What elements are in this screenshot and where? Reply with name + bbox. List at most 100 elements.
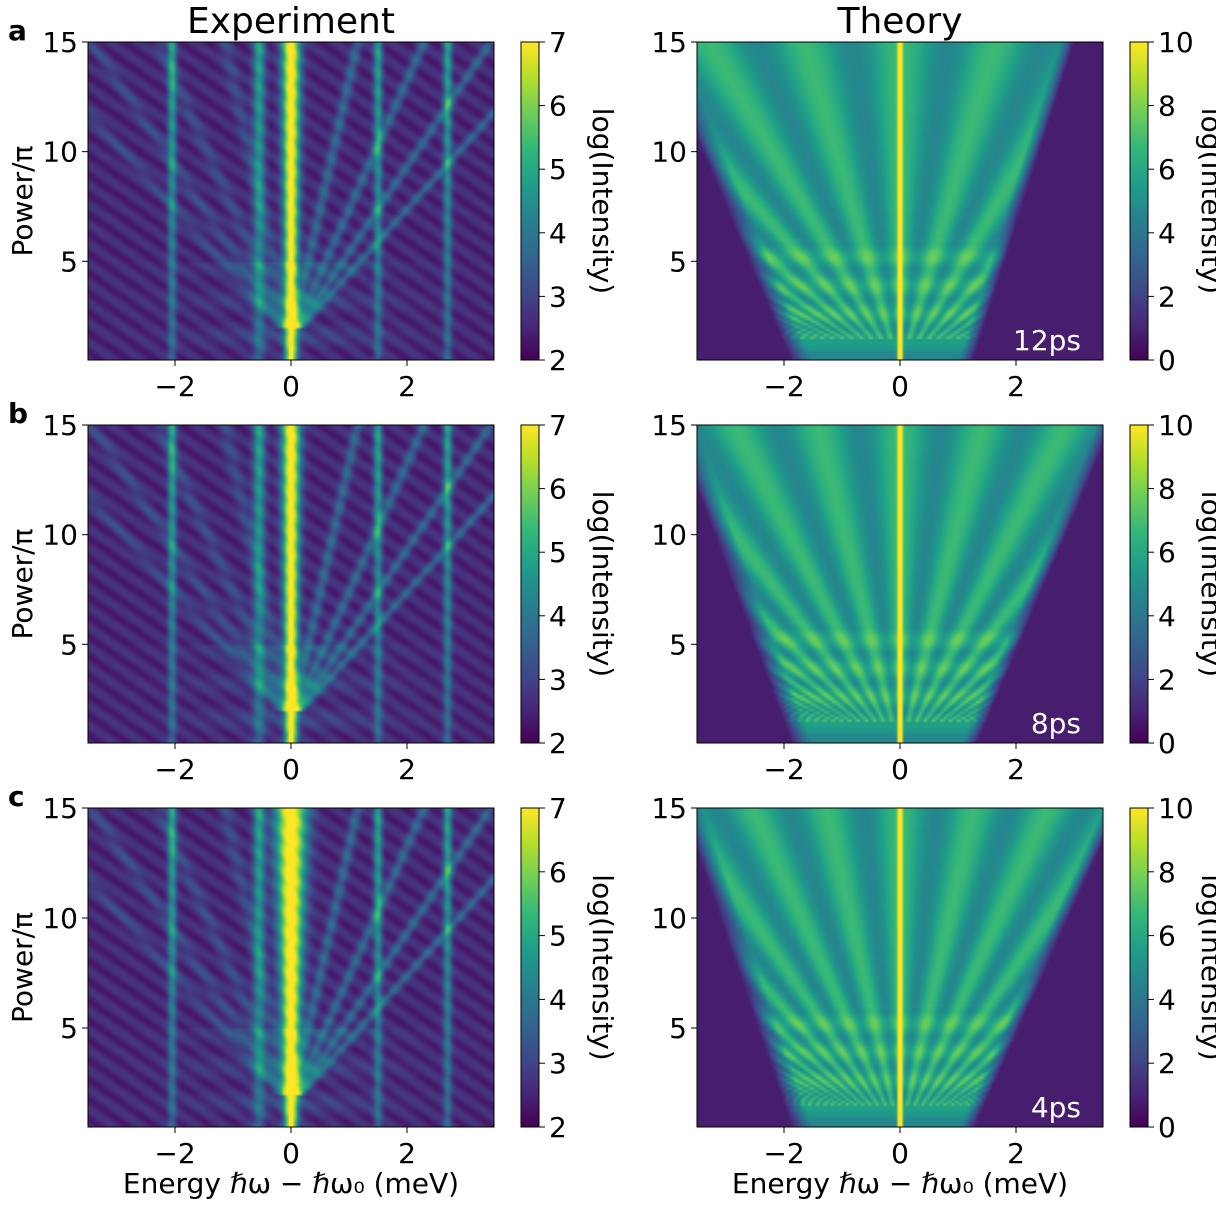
panel-a-experiment-ytick-label: 15 [42, 26, 78, 59]
panel-c-experiment-ytick-label: 5 [60, 1012, 78, 1045]
panel-c-experiment-colorbar-tick-label: 7 [549, 792, 567, 825]
panel-c-theory-colorbar-tick-label: 10 [1158, 792, 1194, 825]
panel-c-experiment-colorbar-tick-label: 5 [549, 920, 567, 953]
panel-c-theory-colorbar-tick-label: 2 [1158, 1047, 1176, 1080]
panel-c-experiment-xtick-label: −2 [154, 1137, 195, 1170]
panel-a-theory-colorbar-label: log(Intensity) [1195, 108, 1216, 294]
panel-c-experiment-xlabel: Energy ℏω − ℏω₀ (meV) [123, 1167, 459, 1200]
panel-c-experiment-colorbar-tick-label: 4 [549, 983, 567, 1016]
panel-a-theory-colorbar: 0 2 4 6 8 10 log(Intensity) [1129, 26, 1216, 377]
panel-b-experiment-colorbar-tick-label: 6 [549, 473, 567, 506]
panel-a-experiment-ytick-label: 10 [42, 136, 78, 169]
panel-a-theory-colorbar-tick-label: 8 [1158, 90, 1176, 123]
panel-c-experiment: −2 0 2 5 10 15 Power/π Energy ℏω − ℏω₀ (meV) 2 3 4… [6, 792, 619, 1200]
panel-a-experiment-colorbar-bar [520, 41, 540, 361]
panel-c-experiment-colorbar-tick-label: 2 [549, 1111, 567, 1144]
panel-c-experiment-colorbar-label: log(Intensity) [586, 874, 619, 1060]
panel-a-theory-ytick-label: 15 [651, 26, 687, 59]
panel-b-experiment-ytick-label: 15 [42, 409, 78, 442]
panel-b-experiment-colorbar-tick-label: 4 [549, 600, 567, 633]
panel-c-theory-xtick-label: −2 [763, 1137, 804, 1170]
panel-b-theory-xtick-label: 2 [1007, 753, 1025, 786]
panel-c-theory-colorbar: 0 2 4 6 8 10 log(Intensity) [1129, 792, 1216, 1144]
panel-a-experiment-colorbar: 2 3 4 5 6 7 log(Intensity) [520, 26, 619, 377]
panel-c-experiment-ylabel: Power/π [6, 912, 39, 1023]
panel-c-experiment-colorbar-tick-label: 6 [549, 856, 567, 889]
panel-c-theory-colorbar-tick-label: 6 [1158, 920, 1176, 953]
panel-b-experiment-xtick-label: 2 [398, 753, 416, 786]
panel-b-theory: −2 0 2 5 10 15 8ps 0 2 4 6 8 10 log(Intensity) [651, 409, 1216, 786]
panel-letter-c: c [8, 780, 25, 813]
panel-a-theory-colorbar-tick-label: 10 [1158, 26, 1194, 59]
panel-c-theory-colorbar-tick-label: 0 [1158, 1111, 1176, 1144]
panel-b-experiment-ylabel: Power/π [6, 528, 39, 639]
panel-b-experiment-colorbar: 2 3 4 5 6 7 log(Intensity) [520, 409, 619, 760]
panel-c-experiment-colorbar: 2 3 4 5 6 7 log(Intensity) [520, 792, 619, 1144]
panel-b-theory-xtick-label: −2 [763, 753, 804, 786]
panel-b-theory-colorbar-label: log(Intensity) [1195, 491, 1216, 677]
panel-b-theory-colorbar-tick-label: 4 [1158, 600, 1176, 633]
panel-b-experiment-colorbar-tick-label: 2 [549, 727, 567, 760]
panel-b-theory-colorbar-tick-label: 6 [1158, 536, 1176, 569]
panel-c-theory-colorbar-bar [1129, 807, 1149, 1128]
panel-c-theory-xlabel: Energy ℏω − ℏω₀ (meV) [732, 1167, 1068, 1200]
column-title-theory: Theory [836, 1, 962, 42]
panel-c-experiment-ytick-label: 10 [42, 902, 78, 935]
panel-c-experiment-heatmap [88, 808, 494, 1127]
panel-b-theory-heatmap [697, 425, 1103, 743]
panel-b-experiment-colorbar-bar [520, 424, 540, 744]
panel-a-experiment-xtick-label: −2 [154, 370, 195, 403]
panel-a-theory-heatmap [697, 42, 1103, 360]
panel-b-experiment-heatmap [88, 425, 494, 743]
panel-b-experiment-colorbar-label: log(Intensity) [586, 491, 619, 677]
panel-a-theory-ytick-label: 5 [669, 245, 687, 278]
panel-c-experiment-colorbar-tick-label: 3 [549, 1047, 567, 1080]
panel-a-theory-colorbar-tick-label: 6 [1158, 153, 1176, 186]
panel-b-theory-colorbar-bar [1129, 424, 1149, 744]
panel-a-experiment-colorbar-tick-label: 5 [549, 153, 567, 186]
panel-b-experiment-colorbar-tick-label: 5 [549, 536, 567, 569]
panel-a-experiment-colorbar-tick-label: 4 [549, 217, 567, 250]
panel-a-experiment-colorbar-label: log(Intensity) [586, 108, 619, 294]
panel-b-theory-colorbar-tick-label: 0 [1158, 727, 1176, 760]
panel-a-theory-colorbar-tick-label: 0 [1158, 344, 1176, 377]
panel-c-experiment-colorbar-bar [520, 807, 540, 1128]
panel-a-experiment-xtick-label: 0 [282, 370, 300, 403]
panel-c-theory-duration-label: 4ps [1031, 1091, 1081, 1124]
panel-a-theory-colorbar-tick-label: 4 [1158, 217, 1176, 250]
panel-a-theory-duration-label: 12ps [1013, 324, 1081, 357]
panel-c-theory-xtick-label: 0 [891, 1137, 909, 1170]
panel-a-theory-colorbar-tick-label: 2 [1158, 280, 1176, 313]
panel-c-experiment-ytick-label: 15 [42, 792, 78, 825]
panel-a-experiment-colorbar-tick-label: 3 [549, 280, 567, 313]
panel-a-theory-xtick-label: 0 [891, 370, 909, 403]
panel-a-experiment-colorbar-tick-label: 2 [549, 344, 567, 377]
panel-letter-b: b [8, 397, 28, 430]
panel-b-theory-duration-label: 8ps [1031, 707, 1081, 740]
panel-a-experiment-heatmap [88, 42, 494, 360]
panel-b-experiment-ytick-label: 5 [60, 628, 78, 661]
panel-a-experiment-colorbar-tick-label: 6 [549, 90, 567, 123]
panel-b-theory-ytick-label: 10 [651, 519, 687, 552]
panel-a-experiment: −2 0 2 5 10 15 Power/π 2 3 4 5 6 7 log(Intensity) [6, 26, 619, 403]
panel-c-theory-ytick-label: 10 [651, 902, 687, 935]
panel-a-theory-colorbar-bar [1129, 41, 1149, 361]
panel-c-theory-heatmap [697, 808, 1103, 1127]
panel-b-theory-colorbar-tick-label: 8 [1158, 473, 1176, 506]
panel-a-experiment-ylabel: Power/π [6, 145, 39, 256]
panel-c-experiment-xtick-label: 0 [282, 1137, 300, 1170]
panel-b-theory-ytick-label: 5 [669, 628, 687, 661]
panel-a-theory-xtick-label: −2 [763, 370, 804, 403]
panel-b-experiment: −2 0 2 5 10 15 Power/π 2 3 4 5 6 7 log(Intensity) [6, 409, 619, 786]
panel-c-theory-colorbar-tick-label: 8 [1158, 856, 1176, 889]
panel-c-theory-xtick-label: 2 [1007, 1137, 1025, 1170]
panel-b-experiment-ytick-label: 10 [42, 519, 78, 552]
panel-b-theory-ytick-label: 15 [651, 409, 687, 442]
panel-c-theory-colorbar-tick-label: 4 [1158, 983, 1176, 1016]
panel-b-theory-xtick-label: 0 [891, 753, 909, 786]
panel-c-theory-ytick-label: 15 [651, 792, 687, 825]
panel-b-experiment-colorbar-tick-label: 7 [549, 409, 567, 442]
panel-a-experiment-ytick-label: 5 [60, 245, 78, 278]
panel-b-theory-colorbar-tick-label: 2 [1158, 663, 1176, 696]
